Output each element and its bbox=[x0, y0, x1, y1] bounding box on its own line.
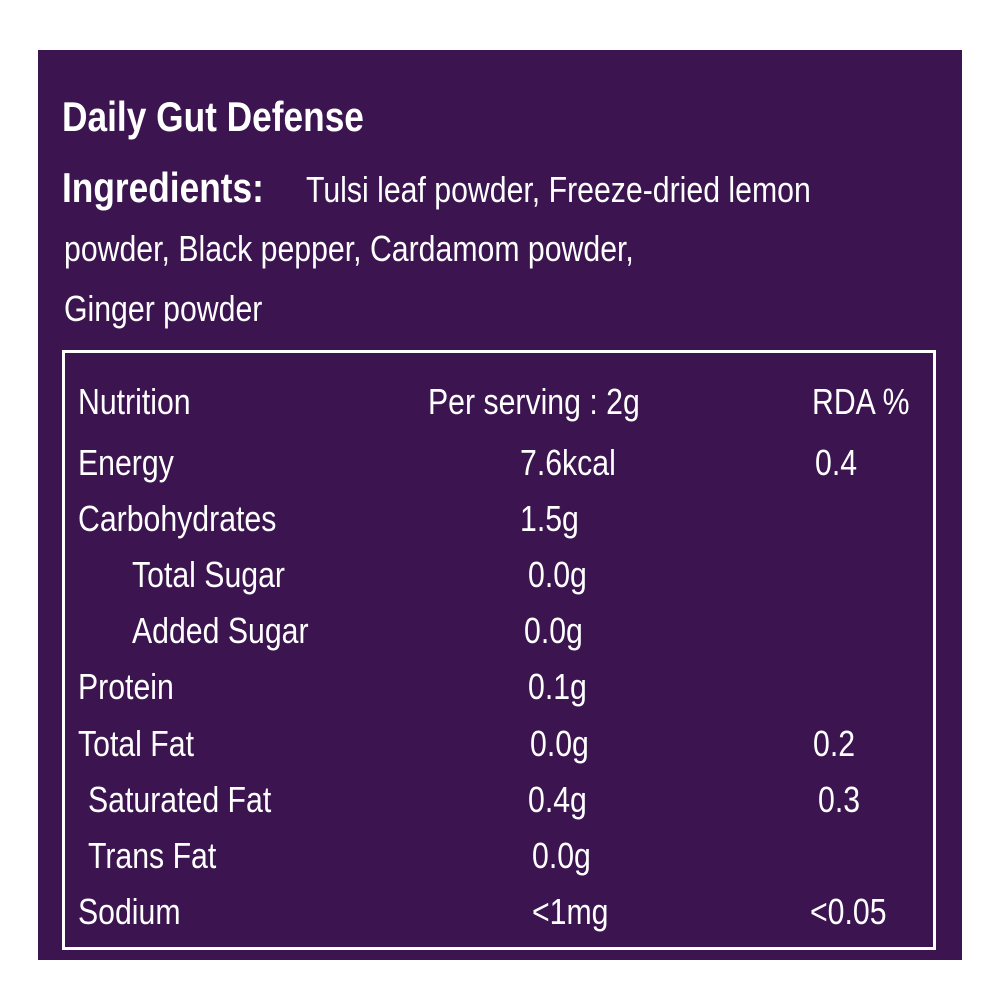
ingredients-line: Tulsi leaf powder, Freeze-dried lemon bbox=[306, 169, 811, 210]
nutrient-serving: 0.0g bbox=[528, 554, 587, 596]
nutrient-rda: 0.2 bbox=[813, 722, 856, 764]
nutrient-serving: 0.0g bbox=[532, 834, 591, 876]
label-panel bbox=[38, 50, 962, 960]
table-header: RDA % bbox=[812, 381, 910, 422]
ingredients-line: Ginger powder bbox=[64, 288, 263, 329]
nutrient-rda: 0.3 bbox=[818, 778, 861, 820]
table-header: Per serving : 2g bbox=[428, 381, 640, 422]
nutrient-rda: <0.05 bbox=[810, 890, 887, 932]
ingredients-line: powder, Black pepper, Cardamom powder, bbox=[64, 228, 634, 269]
title: Daily Gut Defense bbox=[62, 93, 364, 140]
nutrient-name: Trans Fat bbox=[88, 834, 217, 876]
nutrient-serving: 1.5g bbox=[520, 498, 579, 540]
nutrient-name: Carbohydrates bbox=[78, 498, 277, 540]
nutrient-rda: 0.4 bbox=[815, 442, 858, 483]
nutrient-serving: 0.0g bbox=[524, 610, 583, 652]
ingredients-label: Ingredients: bbox=[62, 164, 264, 211]
nutrient-serving: 0.1g bbox=[528, 666, 587, 708]
nutrient-serving: 0.4g bbox=[528, 778, 587, 820]
nutrient-name: Added Sugar bbox=[132, 610, 309, 652]
nutrient-name: Sodium bbox=[78, 890, 181, 932]
nutrient-serving: 7.6kcal bbox=[520, 442, 616, 483]
nutrition-table bbox=[62, 350, 936, 950]
nutrient-name: Protein bbox=[78, 666, 174, 708]
nutrient-name: Total Fat bbox=[78, 722, 194, 764]
nutrient-serving: <1mg bbox=[532, 890, 609, 932]
nutrient-serving: 0.0g bbox=[530, 722, 589, 764]
nutrient-name: Saturated Fat bbox=[88, 778, 272, 820]
nutrient-name: Energy bbox=[78, 442, 174, 483]
table-header: Nutrition bbox=[78, 381, 191, 422]
nutrient-name: Total Sugar bbox=[132, 554, 285, 596]
